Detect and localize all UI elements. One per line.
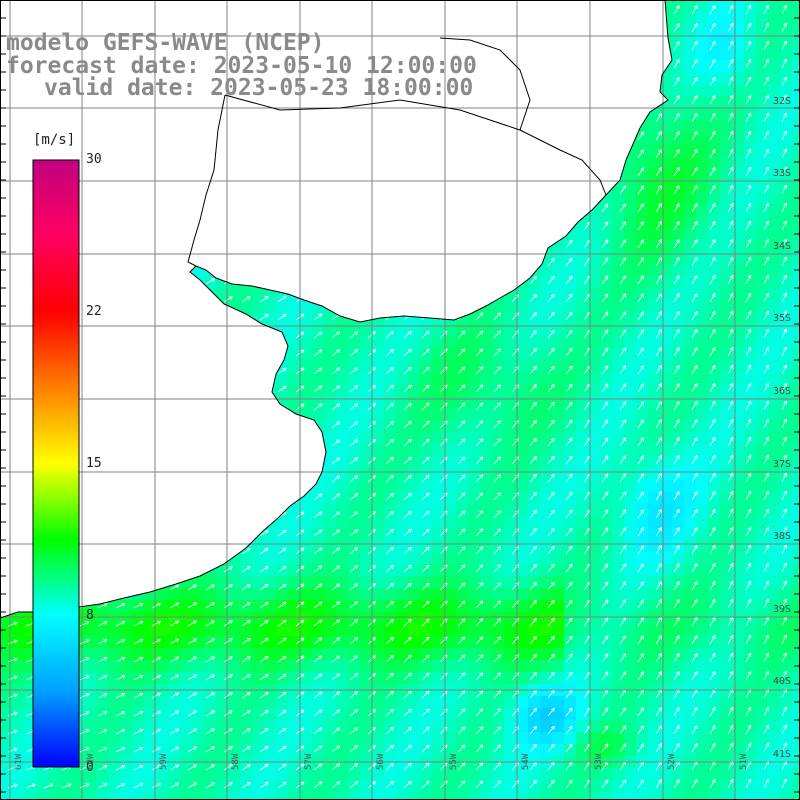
land-mask [0, 0, 672, 618]
wind-vectors [7, 4, 787, 789]
colorbar [32, 159, 80, 768]
lat-label-34s: 34S [773, 241, 792, 252]
lon-label-60w: 60W [86, 753, 96, 770]
lat-label-41s: 41S [773, 749, 792, 760]
colorbar-tick-30: 30 [86, 152, 102, 167]
colorbar-tick-0: 0 [86, 760, 94, 775]
lat-label-35s: 35S [773, 313, 792, 324]
lat-label-36s: 36S [773, 386, 792, 397]
colorbar-tick-22: 22 [86, 304, 102, 319]
lon-label-53w: 53W [594, 753, 604, 770]
lat-label-37s: 37S [773, 459, 792, 470]
lon-label-57w: 57W [304, 753, 314, 770]
colorbar-tick-15: 15 [86, 456, 102, 471]
lon-label-54w: 54W [521, 753, 531, 770]
lat-label-40s: 40S [773, 676, 792, 687]
lat-label-39s: 39S [773, 604, 792, 615]
map-title-valid-date: valid date: 2023-05-23 18:00:00 [44, 75, 474, 101]
lon-label-56w: 56W [376, 753, 386, 770]
lon-label-51w: 51W [739, 753, 749, 770]
colorbar-tick-8: 8 [86, 608, 94, 623]
lon-label-58w: 58W [231, 753, 241, 770]
lon-label-55w: 55W [449, 753, 459, 770]
colorbar-unit: [m/s] [33, 132, 76, 148]
lon-label-61w: 61W [14, 753, 24, 770]
lat-label-33s: 33S [773, 168, 792, 179]
lat-label-38s: 38S [773, 531, 792, 542]
map-title-model: modelo GEFS-WAVE (NCEP) [6, 30, 325, 56]
lon-label-59w: 59W [159, 753, 169, 770]
map-title-forecast-date: forecast date: 2023-05-10 12:00:00 [6, 53, 477, 79]
lat-label-32s: 32S [773, 96, 792, 107]
lon-label-52w: 52W [667, 753, 677, 770]
